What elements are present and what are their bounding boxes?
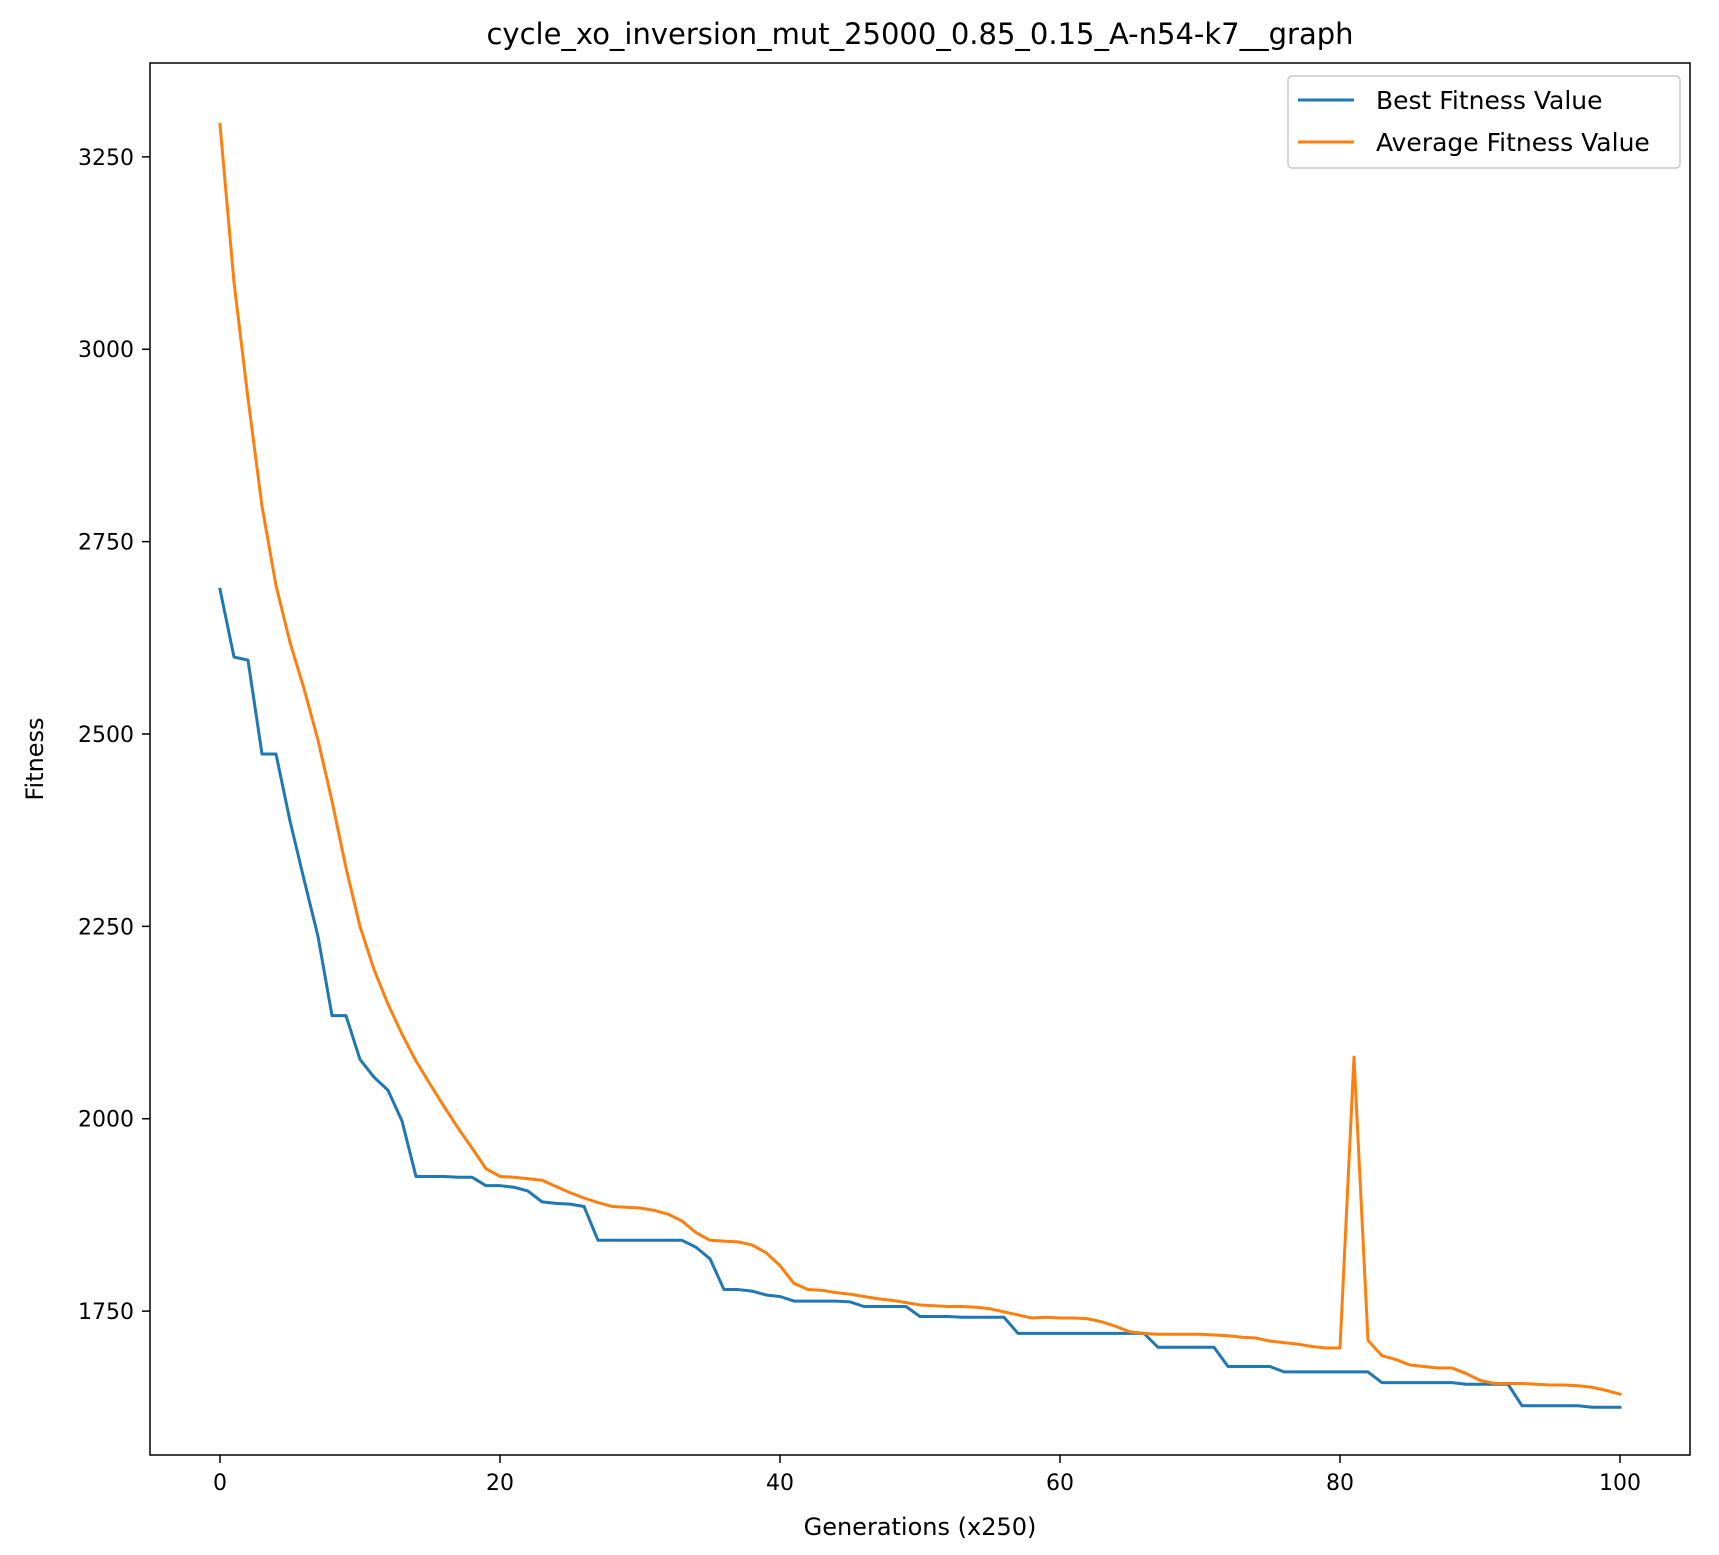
y-tick-label: 3250	[78, 146, 134, 171]
legend-label-best: Best Fitness Value	[1376, 86, 1603, 115]
y-tick-label: 3000	[78, 338, 134, 363]
y-tick-label: 2000	[78, 1108, 134, 1133]
chart-title: cycle_xo_inversion_mut_25000_0.85_0.15_A…	[486, 17, 1353, 51]
x-tick-label: 20	[486, 1471, 514, 1496]
series-layer	[218, 122, 1622, 1409]
plot-background	[150, 63, 1690, 1455]
x-tick-label: 80	[1326, 1471, 1354, 1496]
y-axis-label: Fitness	[21, 717, 49, 800]
ticks-layer: 0 20 40 60 80 100 1750 2000 2250 2500 2750 3000 3250	[78, 146, 1641, 1496]
legend: Best Fitness Value Average Fitness Value	[1287, 75, 1681, 169]
y-tick-label: 2250	[78, 915, 134, 940]
x-tick-label: 0	[213, 1471, 227, 1496]
series-line-best-fitness	[218, 587, 1622, 1409]
plot-frame	[149, 62, 1691, 1456]
series-line-average-fitness	[218, 122, 1622, 1397]
x-tick-label: 60	[1046, 1471, 1074, 1496]
y-tick-label: 2750	[78, 531, 134, 556]
x-tick-label: 100	[1599, 1471, 1641, 1496]
legend-label-average: Average Fitness Value	[1376, 128, 1650, 157]
y-tick-label: 2500	[78, 723, 134, 748]
legend-box	[1287, 75, 1681, 169]
x-tick-label: 40	[766, 1471, 794, 1496]
x-axis-label: Generations (x250)	[804, 1513, 1037, 1541]
y-tick-label: 1750	[78, 1300, 134, 1325]
